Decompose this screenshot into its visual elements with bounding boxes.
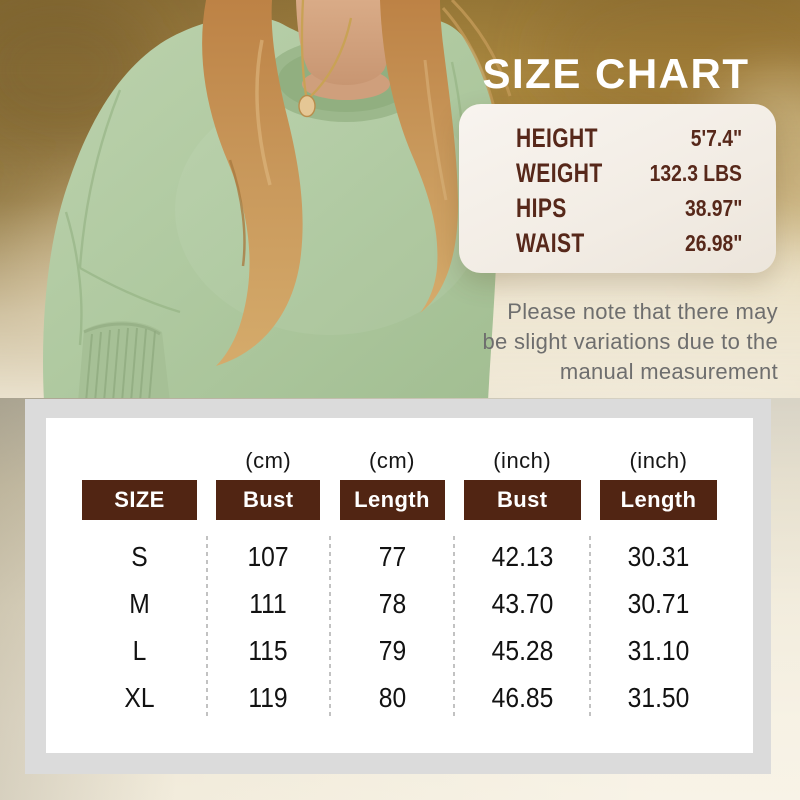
model-hair-left bbox=[202, 0, 303, 366]
sleeve-cuff bbox=[78, 321, 170, 402]
table-cell: 43.70 bbox=[491, 587, 554, 619]
stat-row-hips: HIPS 38.97" bbox=[516, 191, 742, 225]
stat-label: WAIST bbox=[516, 227, 585, 258]
unit-label-inch: (inch) bbox=[493, 448, 552, 473]
table-cell: 107 bbox=[247, 540, 289, 572]
model-figure bbox=[43, 0, 512, 402]
unit-label-cm: (cm) bbox=[245, 448, 292, 473]
unit-label-cm: (cm) bbox=[369, 448, 415, 473]
units-row: (cm) (cm) (inch) (inch) bbox=[82, 448, 717, 474]
table-cell: 80 bbox=[378, 681, 406, 713]
size-table-card: (cm) (cm) (inch) (inch) SIZE Bust Length… bbox=[46, 418, 753, 753]
model-neck bbox=[296, 0, 396, 85]
page-title: SIZE CHART bbox=[482, 50, 750, 97]
stat-row-height: HEIGHT 5'7.4" bbox=[516, 121, 742, 155]
table-cell: 78 bbox=[378, 587, 406, 619]
col-header-bust-cm: Bust bbox=[216, 480, 321, 520]
column-divider bbox=[453, 536, 455, 717]
table-row-m: M 111 78 43.70 30.71 bbox=[82, 580, 717, 627]
column-divider bbox=[589, 536, 591, 717]
stat-row-waist: WAIST 26.98" bbox=[516, 226, 742, 260]
table-cell: 30.31 bbox=[627, 540, 690, 572]
table-cell: XL bbox=[124, 681, 155, 713]
measurement-note: Please note that there may be slight var… bbox=[400, 297, 778, 387]
col-header-bust-inch: Bust bbox=[463, 480, 581, 520]
necklace bbox=[298, 0, 353, 118]
table-body: S 107 77 42.13 30.31 M 111 78 43.70 30.7… bbox=[82, 533, 717, 721]
note-line: be slight variations due to the bbox=[482, 329, 778, 354]
size-table-panel: (cm) (cm) (inch) (inch) SIZE Bust Length… bbox=[25, 399, 771, 774]
col-header-length-inch: Length bbox=[600, 480, 717, 520]
col-header-size: SIZE bbox=[82, 480, 197, 520]
table-cell: 30.71 bbox=[627, 587, 690, 619]
stat-label: WEIGHT bbox=[516, 157, 603, 188]
stat-value: 38.97" bbox=[684, 194, 742, 221]
unit-label bbox=[82, 448, 197, 474]
table-header-row: SIZE Bust Length Bust Length bbox=[82, 480, 717, 520]
table-cell: 42.13 bbox=[491, 540, 554, 572]
model-stats-card: HEIGHT 5'7.4" WEIGHT 132.3 LBS HIPS 38.9… bbox=[459, 104, 776, 273]
table-cell: 119 bbox=[248, 681, 288, 713]
table-cell: 111 bbox=[249, 587, 287, 619]
hair-strands bbox=[228, 0, 512, 267]
table-cell: 115 bbox=[248, 634, 288, 666]
stat-value: 5'7.4" bbox=[690, 124, 742, 151]
column-divider bbox=[206, 536, 208, 717]
stat-label: HEIGHT bbox=[516, 122, 598, 153]
stat-value: 26.98" bbox=[684, 229, 742, 256]
table-cell: 77 bbox=[378, 540, 406, 572]
table-row-s: S 107 77 42.13 30.31 bbox=[82, 533, 717, 580]
note-line: manual measurement bbox=[559, 359, 778, 384]
table-cell: 46.85 bbox=[491, 681, 554, 713]
stat-label: HIPS bbox=[516, 192, 567, 223]
table-row-l: L 115 79 45.28 31.10 bbox=[82, 627, 717, 674]
table-cell: 31.50 bbox=[627, 681, 690, 713]
table-cell: 79 bbox=[378, 634, 406, 666]
necklace-pendant bbox=[298, 94, 316, 118]
table-cell: L bbox=[132, 634, 147, 666]
stat-row-weight: WEIGHT 132.3 LBS bbox=[516, 156, 742, 190]
table-cell: M bbox=[129, 587, 150, 619]
table-cell: 31.10 bbox=[627, 634, 690, 666]
stat-value: 132.3 LBS bbox=[649, 159, 742, 186]
table-cell: 45.28 bbox=[491, 634, 554, 666]
model-hair-right bbox=[380, 0, 459, 313]
col-header-length-cm: Length bbox=[339, 480, 445, 520]
note-line: Please note that there may bbox=[507, 299, 778, 324]
table-row-xl: XL 119 80 46.85 31.50 bbox=[82, 674, 717, 721]
table-cell: S bbox=[131, 540, 148, 572]
unit-label-inch: (inch) bbox=[629, 448, 688, 473]
column-divider bbox=[329, 536, 331, 717]
